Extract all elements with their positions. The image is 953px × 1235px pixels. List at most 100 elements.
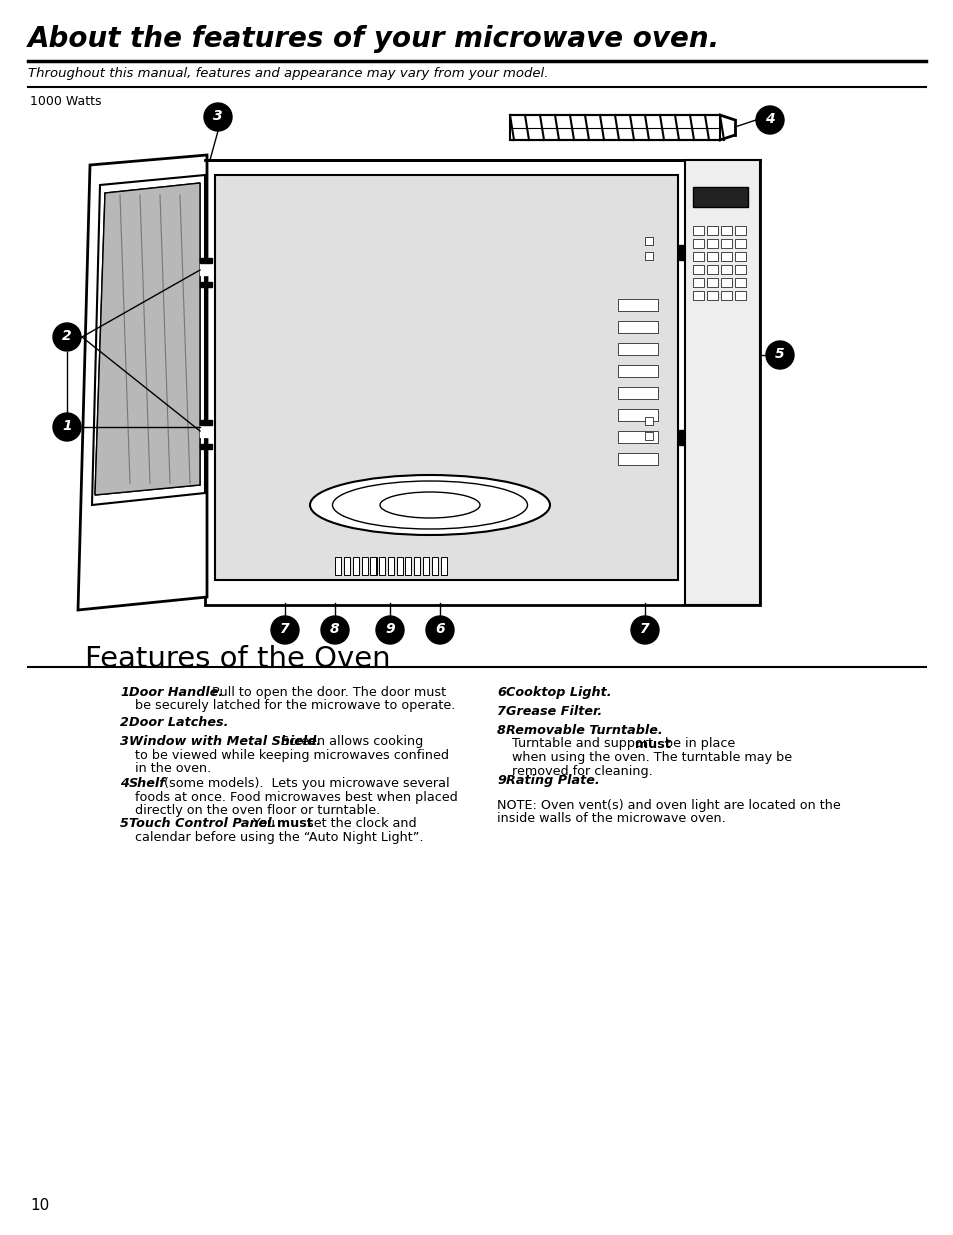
Bar [618,366,658,377]
Text: directly on the oven floor or turntable.: directly on the oven floor or turntable. [135,804,380,818]
Circle shape [204,103,232,131]
Text: Grease Filter.: Grease Filter. [505,705,601,718]
Text: inside walls of the microwave oven.: inside walls of the microwave oven. [497,813,725,825]
Bar [200,263,212,275]
Bar [692,278,703,287]
Circle shape [375,616,403,643]
Bar [684,161,760,605]
Text: must: must [635,737,670,751]
Bar [734,252,745,261]
Text: Door Handle.: Door Handle. [129,685,223,699]
Text: Rating Plate.: Rating Plate. [505,774,599,787]
Bar [720,252,731,261]
Bar [510,115,720,140]
Bar [618,409,658,421]
Bar [706,252,718,261]
Text: 9: 9 [497,774,505,787]
Bar [200,258,212,263]
Text: to be viewed while keeping microwaves confined: to be viewed while keeping microwaves co… [135,748,449,762]
Polygon shape [95,183,200,495]
Text: 8: 8 [330,622,339,636]
Text: Removable Turntable.: Removable Turntable. [505,724,662,737]
Text: Screen allows cooking: Screen allows cooking [273,735,423,748]
Text: 5: 5 [775,347,784,361]
Text: foods at once. Food microwaves best when placed: foods at once. Food microwaves best when… [135,790,457,804]
Bar [618,431,658,443]
Bar [200,282,212,287]
Bar [618,343,658,354]
Text: 7: 7 [497,705,505,718]
Text: 1: 1 [62,419,71,433]
Text: 9: 9 [385,622,395,636]
Bar [214,175,678,580]
Text: 4: 4 [120,777,129,790]
Bar [200,420,212,425]
Bar [706,291,718,300]
Text: (some models).  Lets you microwave several: (some models). Lets you microwave severa… [160,777,449,790]
Bar [618,299,658,311]
Bar [679,245,683,261]
Text: 3: 3 [120,735,129,748]
Bar [734,226,745,235]
Text: when using the oven. The turntable may be: when using the oven. The turntable may b… [512,751,791,764]
Bar [720,278,731,287]
Bar [205,161,760,605]
Bar [692,226,703,235]
Polygon shape [95,183,200,495]
Bar [618,453,658,466]
Bar [405,557,411,576]
Bar [344,557,350,576]
Bar [388,557,394,576]
Text: calendar before using the “Auto Night Light”.: calendar before using the “Auto Night Li… [135,830,423,844]
Text: NOTE: Oven vent(s) and oven light are located on the: NOTE: Oven vent(s) and oven light are lo… [497,799,840,811]
Bar [396,557,402,576]
Polygon shape [78,156,207,610]
Bar [692,266,703,274]
Text: in the oven.: in the oven. [135,762,211,776]
Circle shape [320,616,349,643]
Text: Cooktop Light.: Cooktop Light. [505,685,611,699]
Bar [618,387,658,399]
Text: 4: 4 [764,112,774,126]
Circle shape [755,106,783,135]
Circle shape [53,412,81,441]
Bar [361,557,368,576]
Bar [692,240,703,248]
Bar [200,445,212,450]
Text: Shelf: Shelf [129,777,166,790]
Text: 2: 2 [62,329,71,343]
Text: set the clock and: set the clock and [303,818,416,830]
Bar [692,186,747,207]
Text: Turntable and support: Turntable and support [512,737,657,751]
Text: Touch Control Panel.: Touch Control Panel. [129,818,276,830]
Text: You: You [249,818,278,830]
Text: be in place: be in place [660,737,735,751]
Bar [432,557,437,576]
Bar [644,237,652,245]
Bar [720,266,731,274]
Bar [734,278,745,287]
Text: 7: 7 [639,622,649,636]
Bar [706,278,718,287]
Bar [644,417,652,425]
Bar [706,240,718,248]
Text: Door Latches.: Door Latches. [129,716,229,729]
Bar [371,557,376,576]
Text: must: must [276,818,313,830]
Text: 1: 1 [120,685,129,699]
Bar [720,240,731,248]
Bar [440,557,447,576]
Bar [692,291,703,300]
Text: Throughout this manual, features and appearance may vary from your model.: Throughout this manual, features and app… [28,67,548,80]
Text: Pull to open the door. The door must: Pull to open the door. The door must [204,685,446,699]
Ellipse shape [310,475,550,535]
Bar [644,432,652,440]
Bar [720,226,731,235]
Text: 10: 10 [30,1198,50,1213]
Text: 2: 2 [120,716,129,729]
Text: 7: 7 [280,622,290,636]
Bar [335,557,340,576]
Text: be securely latched for the microwave to operate.: be securely latched for the microwave to… [135,699,455,713]
Bar [353,557,358,576]
Bar [734,240,745,248]
